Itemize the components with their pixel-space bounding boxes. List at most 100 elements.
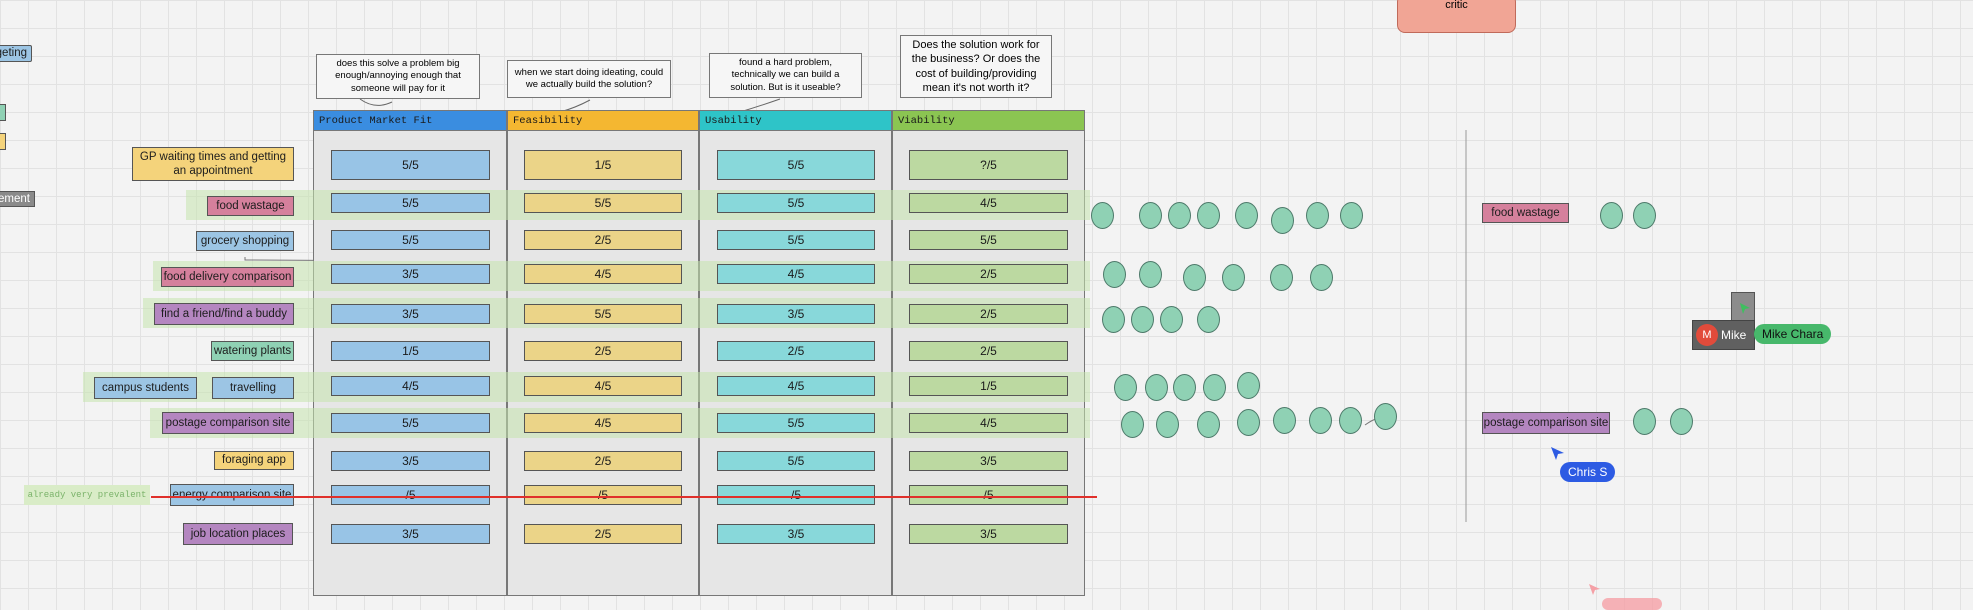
- vote-dot[interactable]: [1222, 264, 1245, 291]
- score-pmf-8[interactable]: 3/5: [331, 451, 490, 471]
- vote-dot[interactable]: [1139, 202, 1162, 229]
- score-pmf-0[interactable]: 5/5: [331, 150, 490, 180]
- score-pmf-2[interactable]: 5/5: [331, 230, 490, 250]
- vote-dot[interactable]: [1235, 202, 1258, 229]
- row-label-grocery-shopping[interactable]: grocery shopping: [196, 231, 294, 251]
- vote-dot[interactable]: [1102, 306, 1125, 333]
- score-usability-2[interactable]: 5/5: [717, 230, 875, 250]
- vote-dot[interactable]: [1633, 408, 1656, 435]
- column-header-pmf[interactable]: Product Market Fit: [313, 110, 507, 131]
- vote-dot[interactable]: [1339, 407, 1362, 434]
- strikethrough-line[interactable]: [151, 496, 1097, 498]
- row-label-job-location[interactable]: job location places: [183, 523, 293, 545]
- row-label-campus-students[interactable]: campus students: [94, 377, 197, 399]
- score-viability-2[interactable]: 5/5: [909, 230, 1068, 250]
- vote-dot[interactable]: [1670, 408, 1693, 435]
- score-viability-9[interactable]: /5: [909, 485, 1068, 505]
- vote-dot[interactable]: [1309, 407, 1332, 434]
- score-feasibility-7[interactable]: 4/5: [524, 413, 682, 433]
- row-label-foraging-app[interactable]: foraging app: [214, 451, 294, 470]
- vote-dot[interactable]: [1270, 264, 1293, 291]
- score-viability-5[interactable]: 2/5: [909, 341, 1068, 361]
- score-usability-7[interactable]: 5/5: [717, 413, 875, 433]
- mike-avatar-badge[interactable]: M Mike: [1692, 320, 1755, 350]
- vote-dot[interactable]: [1139, 261, 1162, 288]
- row-label-watering-plants[interactable]: watering plants: [211, 341, 294, 361]
- vote-dot[interactable]: [1156, 411, 1179, 438]
- right-food-wastage-sticky[interactable]: food wastage: [1482, 203, 1569, 223]
- score-viability-10[interactable]: 3/5: [909, 524, 1068, 544]
- column-header-feasibility[interactable]: Feasibility: [507, 110, 699, 131]
- score-feasibility-10[interactable]: 2/5: [524, 524, 682, 544]
- score-feasibility-4[interactable]: 5/5: [524, 304, 682, 324]
- vote-dot[interactable]: [1091, 202, 1114, 229]
- score-feasibility-3[interactable]: 4/5: [524, 264, 682, 284]
- score-usability-1[interactable]: 5/5: [717, 193, 875, 213]
- question-note-viability[interactable]: Does the solution work for the business?…: [900, 35, 1052, 98]
- row-label-travelling[interactable]: travelling: [212, 377, 294, 399]
- vote-dot[interactable]: [1237, 409, 1260, 436]
- score-feasibility-1[interactable]: 5/5: [524, 193, 682, 213]
- vote-dot[interactable]: [1340, 202, 1363, 229]
- score-usability-5[interactable]: 2/5: [717, 341, 875, 361]
- vote-dot[interactable]: [1237, 372, 1260, 399]
- vote-dot[interactable]: [1197, 306, 1220, 333]
- vote-dot[interactable]: [1197, 202, 1220, 229]
- row-label-food-delivery[interactable]: food delivery comparison: [161, 267, 294, 287]
- vote-dot[interactable]: [1271, 207, 1294, 234]
- vote-dot[interactable]: [1103, 261, 1126, 288]
- vote-dot[interactable]: [1374, 403, 1397, 430]
- score-viability-7[interactable]: 4/5: [909, 413, 1068, 433]
- vote-dot[interactable]: [1168, 202, 1191, 229]
- budgeting-sticky[interactable]: geting: [0, 45, 32, 62]
- vote-dot[interactable]: [1183, 264, 1206, 291]
- question-note-pmf[interactable]: does this solve a problem big enough/ann…: [316, 54, 480, 99]
- management-sticky[interactable]: ement: [0, 191, 35, 207]
- row-label-postage-comparison[interactable]: postage comparison site: [162, 412, 294, 434]
- vote-dot[interactable]: [1197, 411, 1220, 438]
- question-note-feasibility[interactable]: when we start doing ideating, could we a…: [507, 60, 671, 98]
- vote-dot[interactable]: [1114, 374, 1137, 401]
- score-usability-3[interactable]: 4/5: [717, 264, 875, 284]
- score-pmf-5[interactable]: 1/5: [331, 341, 490, 361]
- vote-dot[interactable]: [1600, 202, 1623, 229]
- score-viability-3[interactable]: 2/5: [909, 264, 1068, 284]
- score-feasibility-5[interactable]: 2/5: [524, 341, 682, 361]
- vote-dot[interactable]: [1160, 306, 1183, 333]
- score-pmf-1[interactable]: 5/5: [331, 193, 490, 213]
- row-label-gp-waiting[interactable]: GP waiting times and getting an appointm…: [132, 147, 294, 181]
- row-label-find-friend[interactable]: find a friend/find a buddy: [154, 303, 294, 325]
- vote-dot[interactable]: [1145, 374, 1168, 401]
- vote-dot[interactable]: [1310, 264, 1333, 291]
- partial-green-sticky[interactable]: [0, 104, 6, 121]
- score-viability-8[interactable]: 3/5: [909, 451, 1068, 471]
- score-pmf-3[interactable]: 3/5: [331, 264, 490, 284]
- score-feasibility-2[interactable]: 2/5: [524, 230, 682, 250]
- right-postage-sticky[interactable]: postage comparison site: [1482, 412, 1610, 434]
- score-usability-9[interactable]: /5: [717, 485, 875, 505]
- score-viability-1[interactable]: 4/5: [909, 193, 1068, 213]
- score-usability-0[interactable]: 5/5: [717, 150, 875, 180]
- score-viability-0[interactable]: ?/5: [909, 150, 1068, 180]
- column-header-viability[interactable]: Viability: [892, 110, 1085, 131]
- vote-dot[interactable]: [1121, 411, 1144, 438]
- score-usability-8[interactable]: 5/5: [717, 451, 875, 471]
- vote-dot[interactable]: [1173, 374, 1196, 401]
- score-viability-4[interactable]: 2/5: [909, 304, 1068, 324]
- row-label-energy-comparison[interactable]: energy comparison site: [170, 484, 294, 506]
- score-feasibility-8[interactable]: 2/5: [524, 451, 682, 471]
- vote-dot[interactable]: [1131, 306, 1154, 333]
- score-feasibility-0[interactable]: 1/5: [524, 150, 682, 180]
- score-usability-10[interactable]: 3/5: [717, 524, 875, 544]
- score-pmf-9[interactable]: /5: [331, 485, 490, 505]
- vote-dot[interactable]: [1306, 202, 1329, 229]
- vote-dot[interactable]: [1633, 202, 1656, 229]
- score-pmf-4[interactable]: 3/5: [331, 304, 490, 324]
- vote-dot[interactable]: [1273, 407, 1296, 434]
- critic-card[interactable]: critic: [1397, 0, 1516, 33]
- question-note-usability[interactable]: found a hard problem, technically we can…: [709, 53, 862, 98]
- score-pmf-10[interactable]: 3/5: [331, 524, 490, 544]
- score-feasibility-6[interactable]: 4/5: [524, 376, 682, 396]
- score-pmf-7[interactable]: 5/5: [331, 413, 490, 433]
- partial-yellow-sticky[interactable]: [0, 133, 6, 150]
